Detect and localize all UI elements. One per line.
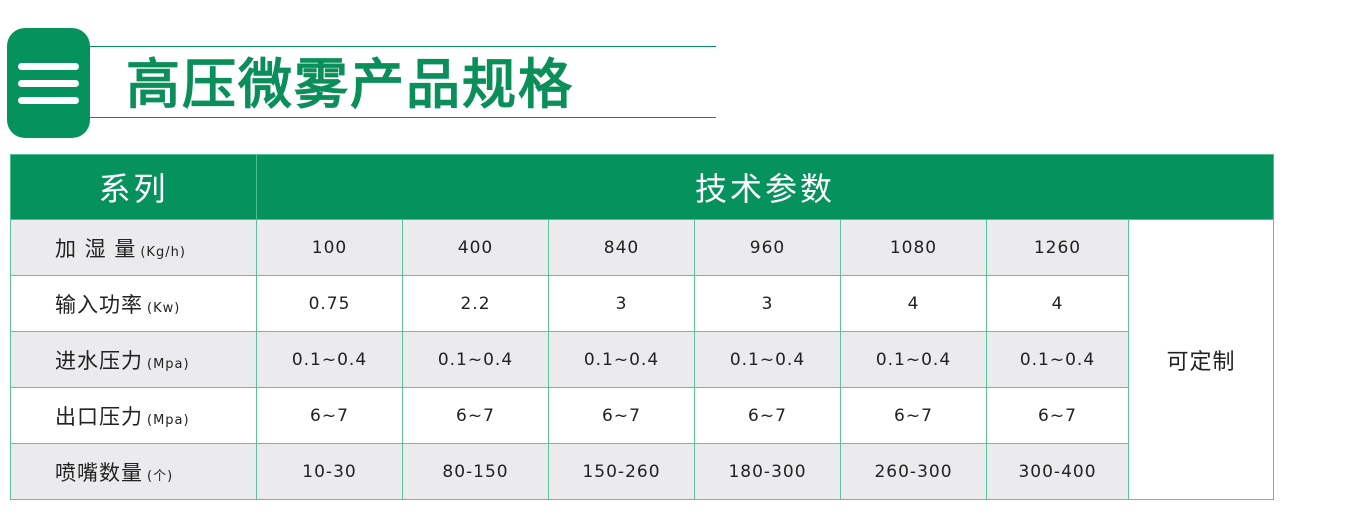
value-cell: 6~7: [694, 387, 841, 444]
value-cell: 1260: [986, 219, 1129, 276]
unit-text: (Kg/h): [140, 244, 186, 260]
value-cell: 6~7: [840, 387, 987, 444]
page-title: 高压微雾产品规格: [126, 53, 574, 116]
unit-text: (Kw): [147, 300, 181, 316]
value-cell: 6~7: [256, 387, 403, 444]
table-row: 出口压力 (Mpa) 6~7 6~7 6~7 6~7 6~7 6~7: [10, 387, 1274, 444]
value-cell: 0.1~0.4: [256, 331, 403, 388]
value-cell: 260-300: [840, 443, 987, 500]
label-text: 输入功率: [55, 292, 143, 317]
value-cell: 1080: [840, 219, 987, 276]
value-cell: 2.2: [402, 275, 549, 332]
table-row: 输入功率 (Kw) 0.75 2.2 3 3 4 4: [10, 275, 1274, 332]
table-row: 进水压力 (Mpa) 0.1~0.4 0.1~0.4 0.1~0.4 0.1~0.4 0.1…: [10, 331, 1274, 388]
value-cell: 4: [986, 275, 1129, 332]
label-text: 进水压力: [55, 348, 143, 373]
value-cell: 10-30: [256, 443, 403, 500]
row-label: 输入功率 (Kw): [10, 275, 257, 332]
label-text: 喷嘴数量: [55, 460, 143, 485]
unit-text: (个): [147, 468, 174, 484]
divider-bottom: [90, 117, 716, 118]
value-cell: 150-260: [548, 443, 695, 500]
value-cell: 0.1~0.4: [548, 331, 695, 388]
divider-top: [90, 46, 716, 47]
value-cell: 0.1~0.4: [986, 331, 1129, 388]
unit-text: (Mpa): [147, 412, 190, 428]
value-cell: 180-300: [694, 443, 841, 500]
value-cell: 6~7: [402, 387, 549, 444]
value-cell: 4: [840, 275, 987, 332]
table-row: 喷嘴数量 (个) 10-30 80-150 150-260 180-300 260-300 3…: [10, 443, 1274, 500]
spec-table: 系列 技术参数 加 湿 量 (Kg/h) 100 400 840 960 1080 1260 可…: [10, 154, 1274, 500]
value-cell: 400: [402, 219, 549, 276]
header-params: 技术参数: [256, 154, 1274, 220]
row-label: 加 湿 量 (Kg/h): [10, 219, 257, 276]
value-cell: 3: [548, 275, 695, 332]
table-row: 加 湿 量 (Kg/h) 100 400 840 960 1080 1260 可定制: [10, 219, 1274, 500]
value-cell: 0.1~0.4: [840, 331, 987, 388]
row-label: 进水压力 (Mpa): [10, 331, 257, 388]
value-cell: 0.1~0.4: [694, 331, 841, 388]
value-cell: 6~7: [548, 387, 695, 444]
menu-icon: [7, 28, 90, 138]
label-text: 加 湿 量: [55, 236, 137, 261]
value-cell: 960: [694, 219, 841, 276]
value-cell: 0.1~0.4: [402, 331, 549, 388]
value-cell: 3: [694, 275, 841, 332]
row-label: 出口压力 (Mpa): [10, 387, 257, 444]
label-text: 出口压力: [55, 404, 143, 429]
unit-text: (Mpa): [147, 356, 190, 372]
header-series: 系列: [10, 154, 257, 220]
value-cell: 0.75: [256, 275, 403, 332]
row-label: 喷嘴数量 (个): [10, 443, 257, 500]
value-cell: 80-150: [402, 443, 549, 500]
value-cell: 300-400: [986, 443, 1129, 500]
custom-cell: 可定制: [1128, 219, 1274, 500]
value-cell: 6~7: [986, 387, 1129, 444]
value-cell: 100: [256, 219, 403, 276]
value-cell: 840: [548, 219, 695, 276]
